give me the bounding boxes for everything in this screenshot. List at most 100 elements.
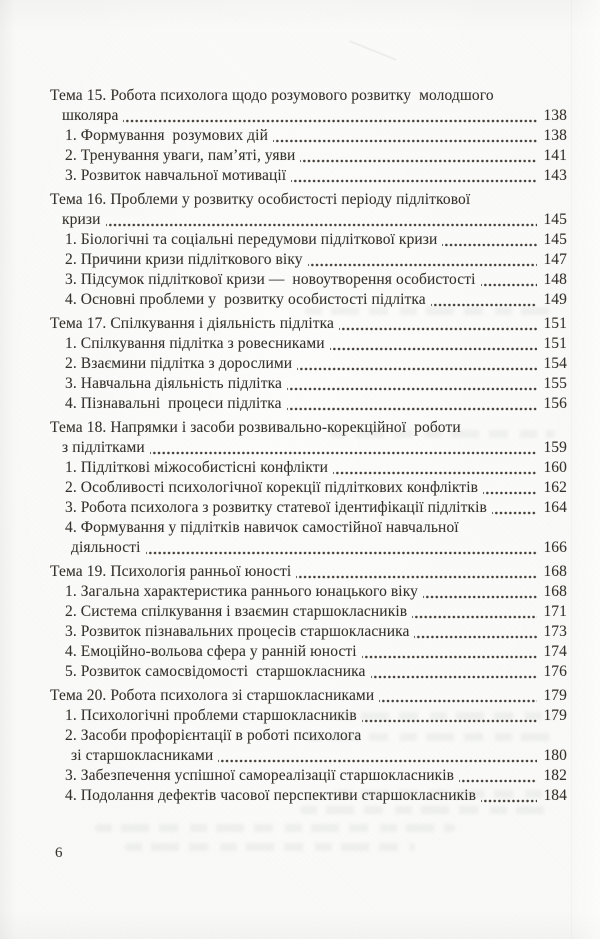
dot-leader [291,166,537,186]
page-ref: 182 [543,767,567,784]
dot-leader [149,438,537,458]
toc-entry-row: 2. Особливості психологічної корекції пі… [50,478,567,498]
page-ref: 176 [543,663,567,680]
toc-entry-row: Тема 15. Робота психолога щодо розумовог… [50,86,567,106]
toc-entry-text: 3. Розвиток навчальної мотивації [65,167,287,184]
page-ref: 159 [543,439,567,456]
toc-entry-row: 1. Підліткові міжособистісні конфлікти 1… [50,458,567,478]
toc-entry-row: 3. Підсумок підліткової кризи — новоутво… [50,270,567,290]
toc-entry-row: 4. Подолання дефектів часової перспектив… [50,786,567,806]
toc-entry-text: 3. Підсумок підліткової кризи — новоутво… [65,271,476,288]
page-ref: 171 [543,603,567,620]
toc-entry-text: 5. Розвиток самосвідомості старшокласник… [65,663,366,680]
dot-leader [459,766,537,786]
page-ref: 141 [543,147,567,164]
toc-entry-text: Тема 15. Робота психолога щодо розумовог… [50,87,494,104]
bleedthrough-ghost [95,824,455,832]
toc-section-tema-18: Тема 18. Напрямки і засоби розвивально-к… [50,418,567,558]
toc-entry-text: Тема 17. Спілкування і діяльність підліт… [50,315,334,332]
page-ref: 162 [543,479,567,496]
toc-entry-row: 2. Засоби профорієнтації в роботі психол… [50,726,567,746]
toc-section-tema-16: Тема 16. Проблеми у розвитку особистості… [50,190,567,310]
page-ref: 143 [543,167,567,184]
toc-entry-row: з підлітками 159 [50,438,567,458]
page-ref: 154 [543,355,567,372]
scan-scratch-mark [349,40,397,61]
toc-entry-text: 4. Емоційно-вольова сфера у ранній юност… [65,643,357,660]
toc-entry-row: 2. Система спілкування і взаємин старшок… [50,602,567,622]
page-ref: 138 [543,107,567,124]
toc-entry-text: 1. Спілкування підлітка з ровесниками [65,335,325,352]
toc-entry-row: 3. Забезпечення успішної самореалізації … [50,766,567,786]
dot-leader [412,602,537,622]
toc-entry-row: 3. Навчальна діяльність підлітка 155 [50,374,567,394]
dot-leader [272,126,537,146]
toc-entry-row: 1. Формування розумових дій 138 [50,126,567,146]
toc-entry-row: 3. Робота психолога з розвитку статевої … [50,498,567,518]
toc-entry-text: 2. Взаємини підлітка з дорослими [65,355,293,372]
bleedthrough-ghost [300,806,550,814]
toc-entry-text: кризи [62,211,101,228]
page-ref: 166 [543,539,567,556]
toc-entry-row: 1. Загальна характеристика раннього юнац… [50,582,567,602]
toc-section-tema-19: Тема 19. Психологія ранньої юності 168 1… [50,562,567,682]
page-ref: 138 [543,127,567,144]
page-ref: 164 [543,499,567,516]
toc-entry-text: 2. Причини кризи підліткового віку [65,251,303,268]
toc-entry-row: 2. Взаємини підлітка з дорослими 154 [50,354,567,374]
dot-leader [307,250,537,270]
toc-entry-row: Тема 18. Напрямки і засоби розвивально-к… [50,418,567,438]
toc-entry-row: Тема 17. Спілкування і діяльність підліт… [50,314,567,334]
toc-entry-text: 3. Забезпечення успішної самореалізації … [65,767,455,784]
toc-entry-text: 1. Загальна характеристика раннього юнац… [65,583,418,600]
dot-leader [145,538,537,558]
page-ref: 180 [543,747,567,764]
toc-entry-text: Тема 18. Напрямки і засоби розвивально-к… [50,419,461,436]
toc-section-tema-15: Тема 15. Робота психолога щодо розумовог… [50,86,567,186]
page-ref: 173 [543,623,567,640]
toc-entry-row: 1. Біологічні та соціальні передумови пі… [50,230,567,250]
dot-leader [379,686,537,706]
toc-entry-text: 4. Формування у підлітків навичок самост… [65,519,459,536]
page-ref: 148 [543,271,567,288]
toc-entry-text: школяра [62,107,119,124]
toc-entry-row: зі старшокласниками 180 [50,746,567,766]
toc-entry-text: Тема 20. Робота психолога зі старшокласн… [50,687,375,704]
dot-leader [286,394,537,414]
page-ref: 145 [543,231,567,248]
dot-leader [297,354,537,374]
toc-entry-row: 5. Розвиток самосвідомості старшокласник… [50,662,567,682]
toc-entry-text: 1. Формування розумових дій [65,127,268,144]
toc-entry-row: 4. Пізнавальні процеси підлітка 156 [50,394,567,414]
page-ref: 147 [543,251,567,268]
toc-entry-text: 2. Особливості психологічної корекції пі… [65,479,479,496]
page-ref: 174 [543,643,567,660]
toc-entry-row: 2. Причини кризи підліткового віку 147 [50,250,567,270]
page-ref: 179 [543,687,567,704]
dot-leader [105,210,537,230]
dot-leader [361,706,537,726]
dot-leader [430,290,537,310]
toc-entry-text: Тема 16. Проблеми у розвитку особистості… [50,191,471,208]
table-of-contents: Тема 15. Робота психолога щодо розумовог… [50,86,567,806]
dot-leader [442,230,537,250]
page-ref: 145 [543,211,567,228]
page-ref: 184 [543,787,567,804]
page-ref: 155 [543,375,567,392]
toc-entry-row: Тема 19. Психологія ранньої юності 168 [50,562,567,582]
toc-entry-text: 2. Тренування уваги, пам’яті, уяви [65,147,296,164]
dot-leader [370,662,537,682]
toc-entry-row: 4. Формування у підлітків навичок самост… [50,518,567,538]
toc-entry-text: 4. Основні проблеми у розвитку особистос… [65,291,426,308]
toc-entry-text: 3. Навчальна діяльність підлітка [65,375,282,392]
page-ref: 156 [543,395,567,412]
toc-entry-row: 3. Розвиток пізнавальних процесів старшо… [50,622,567,642]
toc-entry-row: 4. Емоційно-вольова сфера у ранній юност… [50,642,567,662]
page-ref: 160 [543,459,567,476]
toc-entry-text: діяльності [71,539,141,556]
dot-leader [480,270,537,290]
toc-entry-text: 2. Система спілкування і взаємин старшок… [65,603,408,620]
page-ref: 151 [543,315,567,332]
toc-entry-row: 1. Психологічні проблеми старшокласників… [50,706,567,726]
toc-entry-text: Тема 19. Психологія ранньої юності [50,563,292,580]
